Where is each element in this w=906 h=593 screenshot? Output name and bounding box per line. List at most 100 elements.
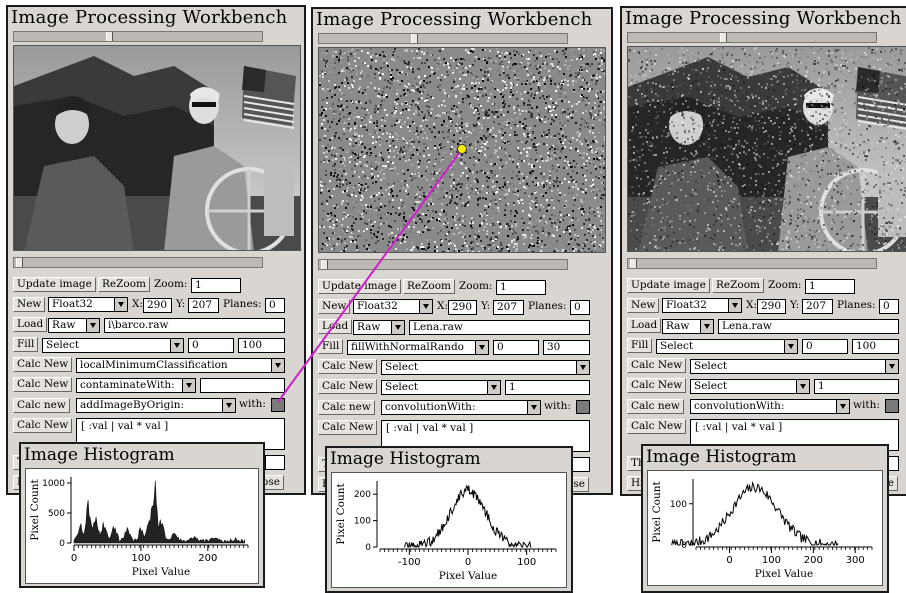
chevron-down-icon[interactable] — [576, 361, 589, 374]
zoom-field[interactable]: 1 — [496, 280, 546, 295]
threshold-field[interactable] — [570, 457, 590, 472]
calc-op-select[interactable]: Select — [381, 380, 501, 395]
calc-new-button[interactable]: Calc new — [13, 398, 70, 413]
chevron-down-icon[interactable] — [784, 340, 797, 353]
image-view[interactable] — [13, 45, 301, 251]
planes-field[interactable]: 0 — [570, 300, 590, 315]
update-image-button[interactable]: Update image — [318, 279, 401, 294]
calc-arg-field[interactable]: 1 — [814, 379, 899, 394]
calc-arg-field[interactable] — [200, 378, 285, 393]
calc-op-select[interactable]: Select — [690, 379, 810, 394]
calc-new-button[interactable]: Calc new — [318, 400, 375, 415]
type-select[interactable]: Float32 — [48, 297, 128, 312]
chevron-down-icon[interactable] — [114, 298, 127, 311]
load-button[interactable]: Load — [318, 319, 353, 334]
fill-param-a[interactable]: 0 — [802, 339, 848, 354]
chevron-down-icon[interactable] — [487, 381, 500, 394]
image-source-swatch[interactable] — [885, 399, 899, 413]
chevron-down-icon[interactable] — [391, 321, 404, 334]
update-image-button[interactable]: Update image — [13, 277, 96, 292]
bottom-scroll-slider[interactable] — [627, 258, 877, 269]
new-button[interactable]: New — [318, 299, 351, 314]
fill-param-b[interactable]: 100 — [238, 338, 285, 353]
calc-new-button[interactable]: Calc New — [318, 420, 378, 435]
bottom-scroll-slider[interactable] — [318, 259, 568, 270]
fill-param-a[interactable]: 0 — [188, 338, 234, 353]
calc-new-button[interactable]: Calc New — [318, 359, 378, 374]
chevron-down-icon[interactable] — [728, 299, 741, 312]
calc-op-select[interactable]: convolutionWith: — [381, 400, 541, 415]
fill-select[interactable]: Select — [656, 339, 798, 354]
x-field[interactable]: 290 — [143, 298, 172, 313]
calc-new-button[interactable]: Calc New — [318, 379, 378, 394]
file-field[interactable]: Lena.raw — [718, 319, 899, 334]
calc-new-button[interactable]: Calc New — [627, 358, 687, 373]
x-field[interactable]: 290 — [448, 300, 477, 315]
calc-op-select[interactable]: convolutionWith: — [690, 399, 850, 414]
slider-thumb[interactable] — [106, 32, 113, 41]
calc-new-button[interactable]: Calc New — [627, 378, 687, 393]
load-button[interactable]: Load — [13, 317, 48, 332]
planes-field[interactable]: 0 — [265, 298, 285, 313]
top-scroll-slider[interactable] — [13, 31, 263, 42]
calc-new-button[interactable]: Calc New — [13, 377, 73, 392]
calc-op-select[interactable]: addImageByOrigin: — [76, 398, 236, 413]
image-source-swatch[interactable] — [576, 400, 590, 414]
image-view[interactable] — [627, 46, 906, 252]
chevron-down-icon[interactable] — [527, 401, 540, 414]
chevron-down-icon[interactable] — [796, 380, 809, 393]
file-field[interactable]: Lena.raw — [409, 320, 590, 335]
slider-thumb[interactable] — [630, 259, 637, 268]
y-field[interactable]: 207 — [802, 299, 833, 314]
chevron-down-icon[interactable] — [86, 319, 99, 332]
fill-button[interactable]: Fill — [318, 339, 344, 354]
new-button[interactable]: New — [627, 298, 660, 313]
calc-op-select[interactable]: Select — [381, 360, 590, 375]
calc-new-button[interactable]: Calc New — [627, 419, 687, 434]
format-select[interactable]: Raw — [353, 320, 405, 335]
calc-arg-field[interactable]: 1 — [505, 380, 590, 395]
chevron-down-icon[interactable] — [700, 320, 713, 333]
planes-field[interactable]: 0 — [879, 299, 899, 314]
calc-new-button[interactable]: Calc new — [627, 399, 684, 414]
zoom-field[interactable]: 1 — [191, 278, 241, 293]
calc-new-button[interactable]: Calc New — [13, 357, 73, 372]
chevron-down-icon[interactable] — [222, 399, 235, 412]
fill-param-b[interactable]: 30 — [543, 340, 590, 355]
fill-button[interactable]: Fill — [627, 338, 653, 353]
threshold-field[interactable] — [265, 455, 285, 470]
chevron-down-icon[interactable] — [271, 359, 284, 372]
slider-thumb[interactable] — [720, 33, 727, 42]
slider-thumb[interactable] — [411, 34, 418, 43]
fill-param-b[interactable]: 100 — [852, 339, 899, 354]
type-select[interactable]: Float32 — [353, 299, 433, 314]
image-source-swatch[interactable] — [271, 398, 285, 412]
y-field[interactable]: 207 — [493, 300, 524, 315]
calc-new-button[interactable]: Calc New — [13, 418, 73, 433]
fill-select[interactable]: fillWithNormalRando — [347, 340, 489, 355]
fill-select[interactable]: Select — [42, 338, 184, 353]
chevron-down-icon[interactable] — [182, 379, 195, 392]
image-view[interactable] — [318, 47, 606, 253]
file-field[interactable]: i\barco.raw — [104, 318, 285, 333]
calc-op-select[interactable]: localMinimumClassification — [76, 358, 285, 373]
update-image-button[interactable]: Update image — [627, 278, 710, 293]
bottom-scroll-slider[interactable] — [13, 257, 263, 268]
top-scroll-slider[interactable] — [318, 33, 568, 44]
fill-param-a[interactable]: 0 — [493, 340, 539, 355]
format-select[interactable]: Raw — [662, 319, 714, 334]
format-select[interactable]: Raw — [48, 318, 100, 333]
rezoom-button[interactable]: ReZoom — [712, 278, 765, 293]
chevron-down-icon[interactable] — [885, 360, 898, 373]
rezoom-button[interactable]: ReZoom — [98, 277, 151, 292]
calc-op-select[interactable]: contaminateWith: — [76, 378, 196, 393]
chevron-down-icon[interactable] — [419, 300, 432, 313]
y-field[interactable]: 207 — [188, 298, 219, 313]
type-select[interactable]: Float32 — [662, 298, 742, 313]
rezoom-button[interactable]: ReZoom — [403, 279, 456, 294]
chevron-down-icon[interactable] — [475, 341, 488, 354]
fill-button[interactable]: Fill — [13, 337, 39, 352]
calc-op-select[interactable]: Select — [690, 359, 899, 374]
load-button[interactable]: Load — [627, 318, 662, 333]
slider-thumb[interactable] — [16, 258, 23, 267]
